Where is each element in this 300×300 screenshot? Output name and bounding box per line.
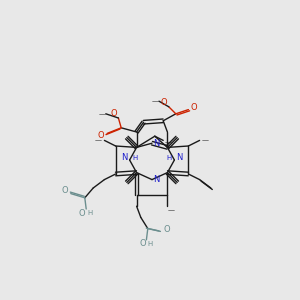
Text: —: — <box>165 140 172 146</box>
Text: —: — <box>202 137 209 143</box>
Text: N: N <box>153 139 159 148</box>
Text: —: — <box>168 207 175 213</box>
Text: N: N <box>176 154 183 163</box>
Text: H: H <box>132 155 137 161</box>
Text: N: N <box>122 154 128 163</box>
Text: H: H <box>88 210 93 216</box>
Text: —: — <box>152 98 158 104</box>
Text: O: O <box>110 110 117 118</box>
Text: O: O <box>79 208 86 217</box>
Text: H: H <box>148 241 153 247</box>
Text: H: H <box>167 155 172 161</box>
Text: O: O <box>160 98 167 107</box>
Text: —: — <box>98 111 105 117</box>
Text: O: O <box>61 186 68 195</box>
Text: O: O <box>163 225 170 234</box>
Text: O: O <box>139 239 146 248</box>
Text: O: O <box>98 131 104 140</box>
Text: N: N <box>153 175 159 184</box>
Text: —: — <box>95 137 102 143</box>
Text: O: O <box>190 103 197 112</box>
